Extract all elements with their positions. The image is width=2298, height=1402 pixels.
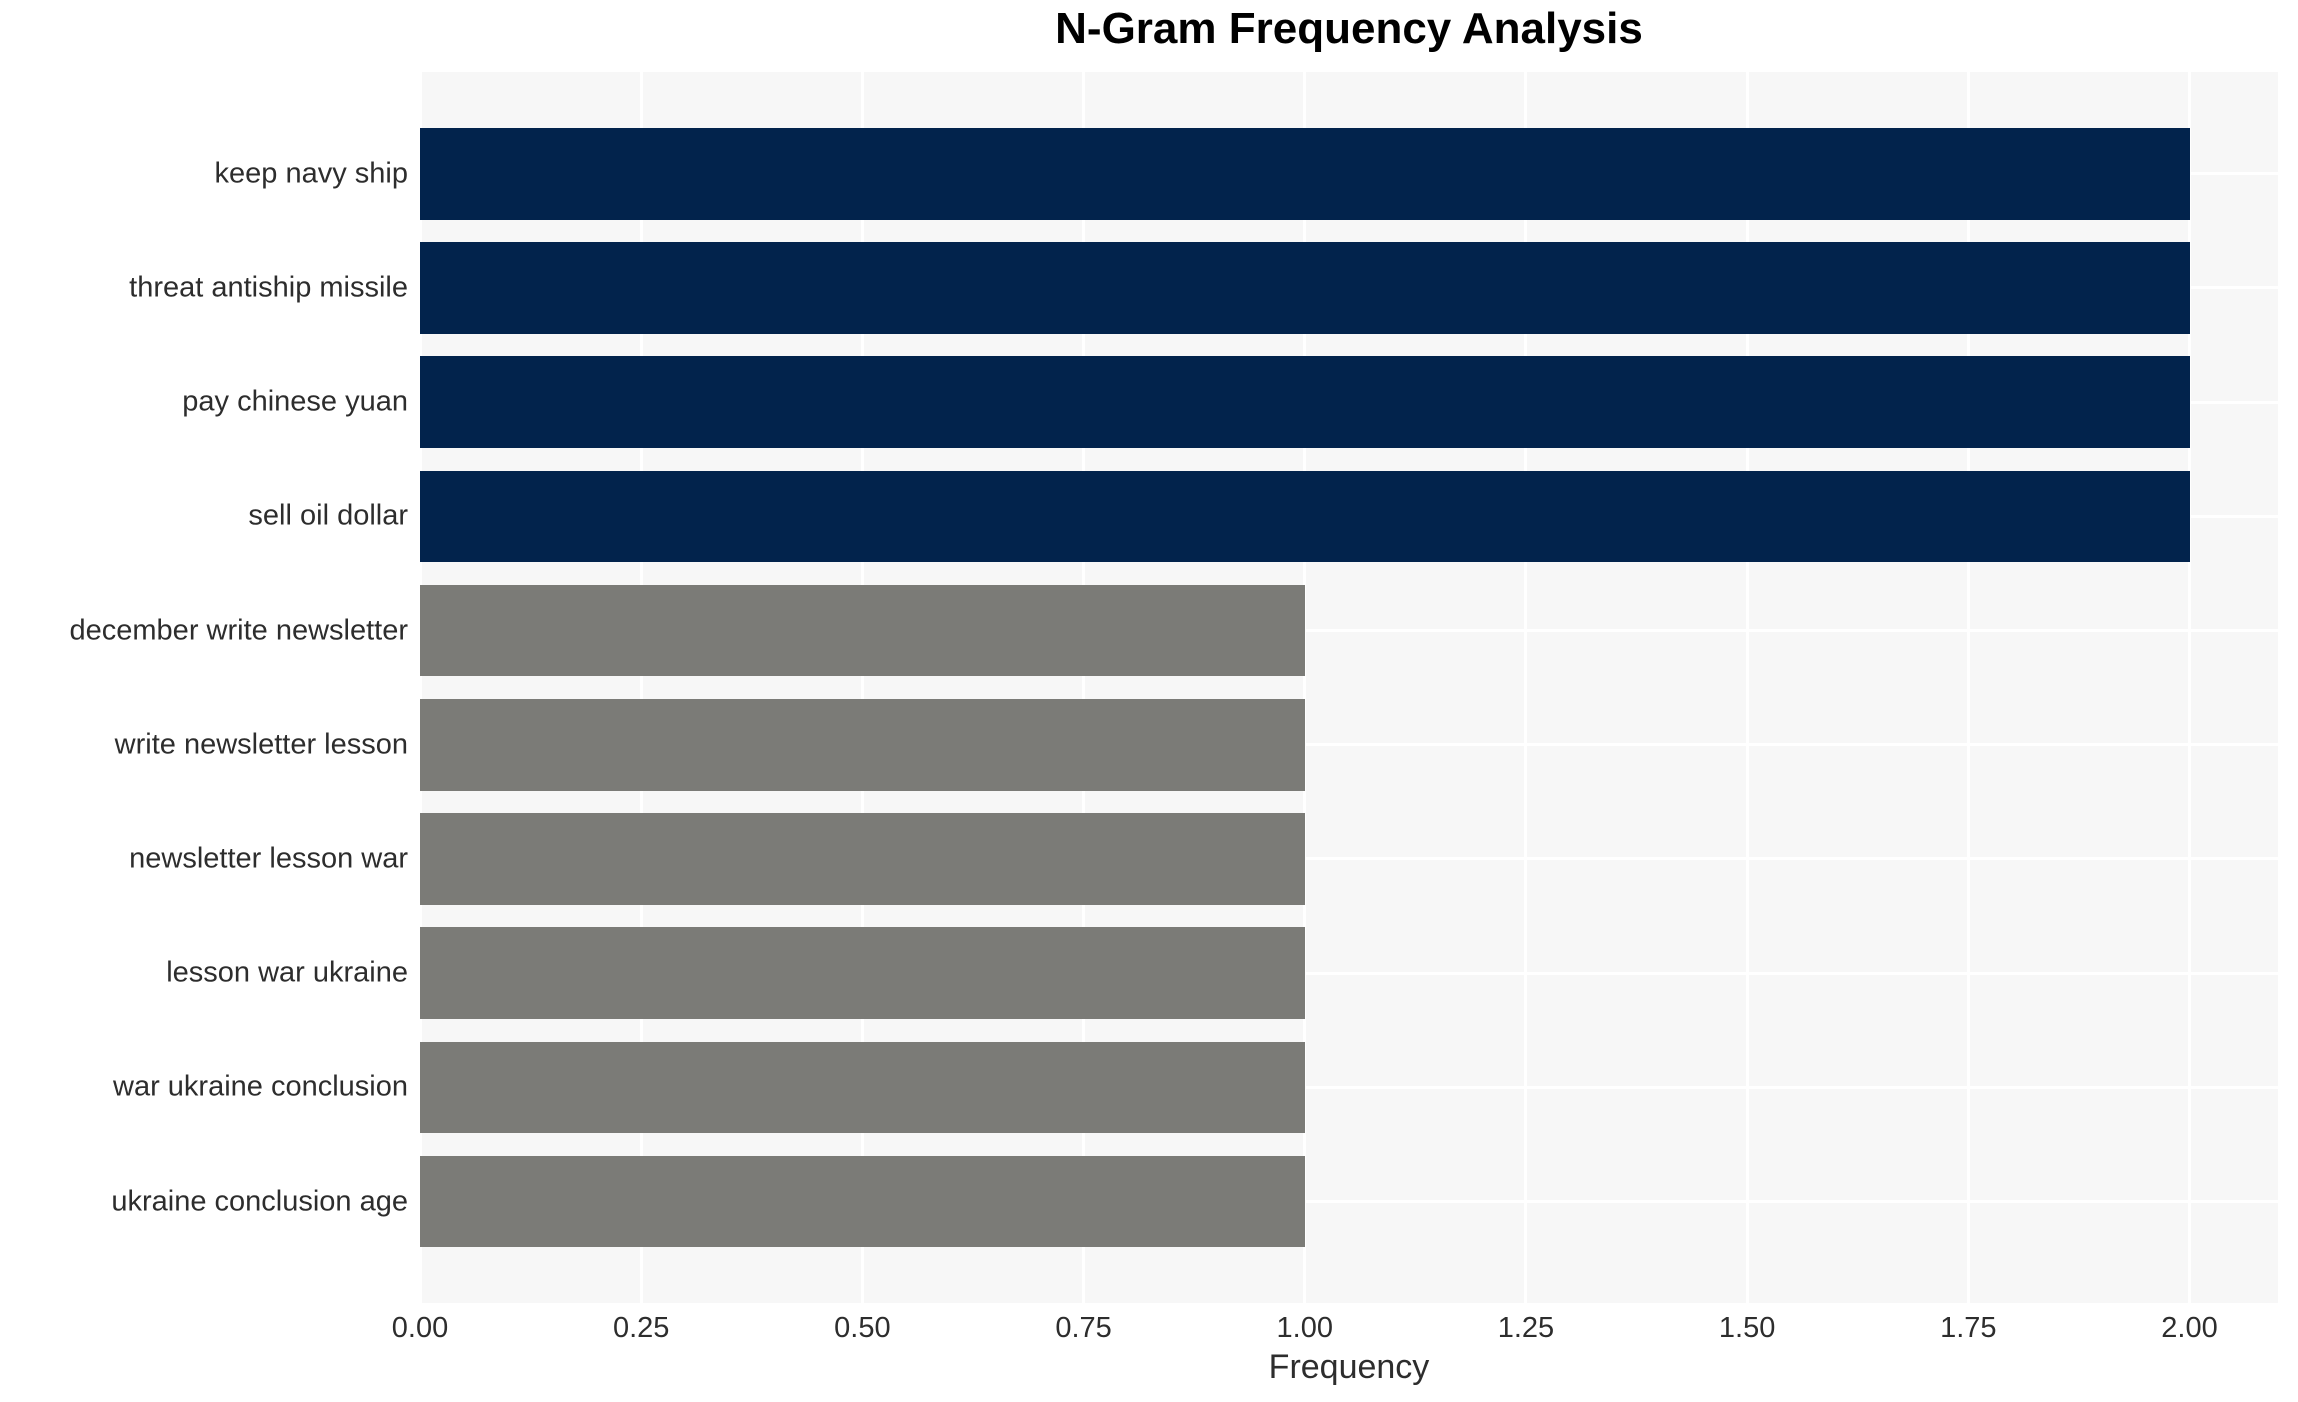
- y-tick-label: war ukraine conclusion: [113, 1070, 408, 1103]
- x-tick-label: 0.50: [834, 1312, 891, 1344]
- gridline-horizontal: [420, 971, 2278, 975]
- y-tick-label: lesson war ukraine: [166, 956, 408, 989]
- y-tick-label: ukraine conclusion age: [111, 1185, 408, 1218]
- bar: [420, 584, 1305, 677]
- gridline-vertical: [418, 72, 422, 1303]
- x-tick-label: 0.75: [1055, 1312, 1112, 1344]
- y-tick-label: newsletter lesson war: [129, 842, 408, 875]
- gridline-vertical: [1966, 72, 1970, 1303]
- y-tick-label: december write newsletter: [69, 614, 408, 647]
- bar: [420, 927, 1305, 1019]
- y-tick-label: threat antiship missile: [129, 271, 408, 304]
- x-tick-label: 2.00: [2161, 1312, 2218, 1344]
- gridline-vertical: [1524, 72, 1528, 1303]
- gridline-vertical: [1303, 72, 1307, 1303]
- bar: [420, 470, 2190, 563]
- x-tick-label: 0.00: [391, 1312, 449, 1344]
- x-tick-label: 0.25: [612, 1312, 670, 1344]
- x-tick-label: 1.00: [1276, 1312, 1333, 1344]
- y-tick-label: keep navy ship: [214, 157, 408, 190]
- bar: [420, 128, 2190, 220]
- gridline-horizontal: [420, 857, 2278, 861]
- bar: [420, 242, 2190, 334]
- bar: [420, 1041, 1305, 1134]
- bar: [420, 699, 1305, 791]
- gridline-vertical: [1745, 72, 1749, 1303]
- gridline-horizontal: [420, 1200, 2278, 1204]
- gridline-vertical: [860, 72, 864, 1303]
- plot-area: [418, 72, 2278, 1303]
- x-tick-label: 1.50: [1718, 1312, 1776, 1344]
- x-tick-label: 1.75: [1940, 1312, 1997, 1344]
- x-axis-label: Frequency: [1268, 1348, 1430, 1386]
- gridline-horizontal: [420, 743, 2278, 747]
- gridline-vertical: [639, 72, 643, 1303]
- gridline-horizontal: [420, 629, 2278, 633]
- y-tick-label: write newsletter lesson: [114, 728, 408, 761]
- bar: [420, 813, 1305, 905]
- x-tick-label: 1.25: [1497, 1312, 1555, 1344]
- bar: [420, 356, 2190, 448]
- gridline-horizontal: [420, 1085, 2278, 1089]
- y-tick-label: pay chinese yuan: [182, 385, 408, 418]
- bar: [420, 1155, 1305, 1248]
- chart-title: N-Gram Frequency Analysis: [1055, 4, 1643, 53]
- y-tick-label: sell oil dollar: [248, 499, 408, 532]
- gridline-vertical: [2188, 72, 2192, 1303]
- gridline-vertical: [1082, 72, 1086, 1303]
